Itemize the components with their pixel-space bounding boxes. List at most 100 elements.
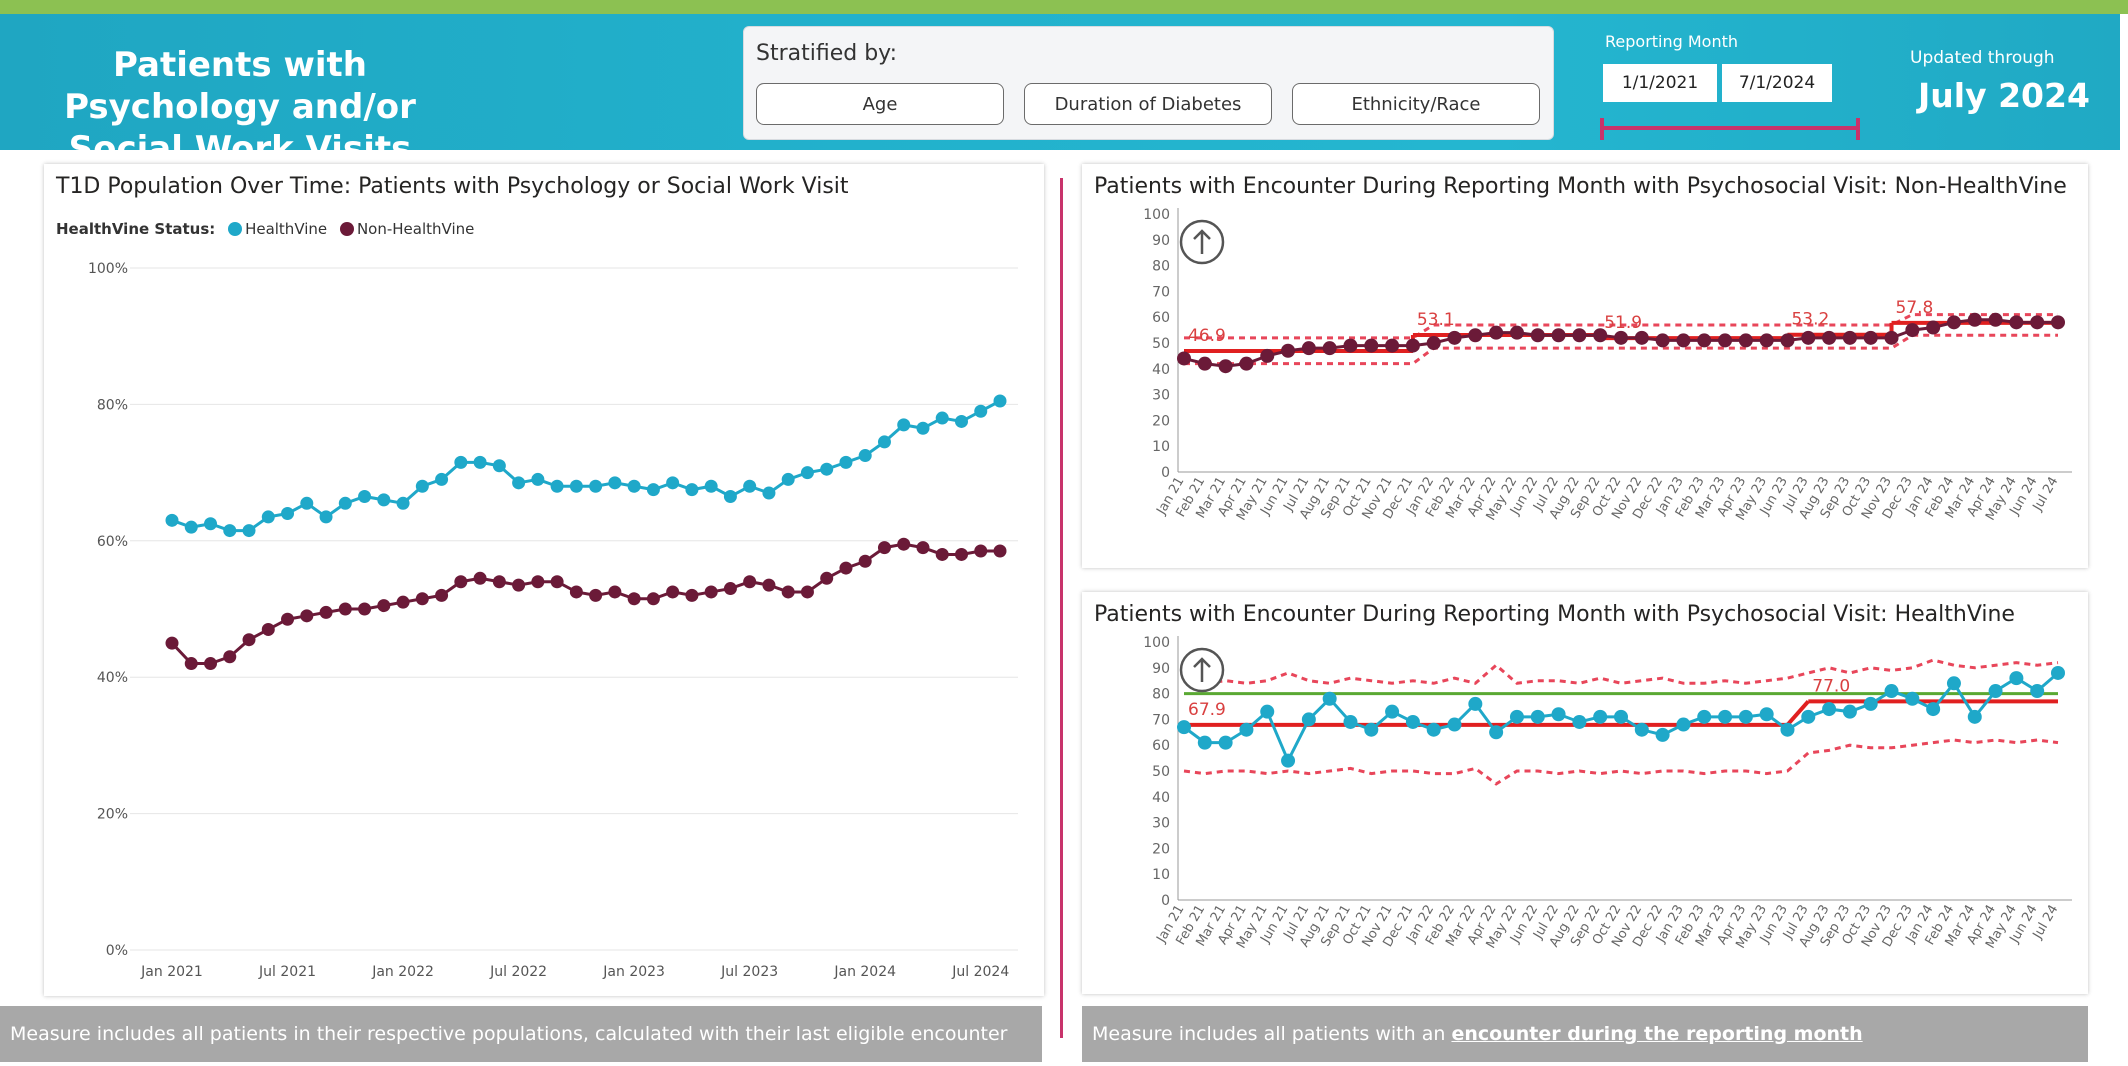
- data-point: [1447, 330, 1462, 345]
- data-point: [877, 435, 891, 449]
- data-point: [338, 602, 352, 616]
- data-point: [1177, 351, 1191, 366]
- data-point: [589, 588, 603, 602]
- data-point: [1218, 735, 1233, 750]
- data-point: [358, 489, 372, 503]
- data-point: [800, 585, 814, 599]
- y-tick-label: 100: [1143, 207, 1170, 223]
- data-point: [1905, 691, 1920, 706]
- data-point: [377, 493, 391, 507]
- data-point: [1405, 714, 1420, 729]
- data-point: [666, 476, 680, 490]
- data-point: [435, 472, 449, 486]
- data-point: [1489, 325, 1504, 340]
- y-tick-label: 20: [1152, 413, 1170, 429]
- data-point: [646, 483, 660, 497]
- slider-handle-end[interactable]: [1856, 118, 1860, 140]
- data-point: [1364, 722, 1379, 737]
- data-point: [646, 592, 660, 606]
- data-point: [743, 575, 757, 589]
- y-tick-label: 0: [1161, 465, 1170, 481]
- right-footer-link[interactable]: encounter during the reporting month: [1451, 1023, 1863, 1045]
- end-date-input[interactable]: 7/1/2024: [1722, 64, 1832, 102]
- data-point: [897, 537, 911, 551]
- data-point: [531, 575, 545, 589]
- data-point: [954, 547, 968, 561]
- center-value-label: 51.9: [1604, 313, 1642, 333]
- data-point: [1655, 333, 1670, 348]
- right-footer-text: Measure includes all patients with an: [1092, 1023, 1446, 1045]
- data-point: [165, 513, 179, 527]
- data-point: [1468, 328, 1483, 343]
- y-tick-label: 80%: [97, 397, 128, 413]
- data-point: [454, 575, 468, 589]
- data-point: [1301, 341, 1316, 356]
- data-point: [1468, 696, 1483, 711]
- data-point: [1614, 709, 1628, 724]
- x-tick-label: Jul 2023: [720, 964, 778, 980]
- data-point: [184, 657, 198, 671]
- data-point: [1218, 359, 1233, 374]
- legend-healthvine-label[interactable]: HealthVine: [245, 220, 328, 238]
- data-point: [281, 507, 295, 521]
- x-tick-label: Jul 2021: [258, 964, 316, 980]
- left-chart-panel: T1D Population Over Time: Patients with …: [44, 164, 1044, 996]
- y-tick-label: 40: [1152, 362, 1170, 378]
- y-tick-label: 30: [1152, 816, 1170, 832]
- data-point: [242, 633, 256, 647]
- data-point: [1385, 704, 1400, 719]
- slider-handle-start[interactable]: [1600, 118, 1604, 140]
- center-line-step: [1785, 700, 1810, 727]
- legend-non-healthvine-label[interactable]: Non-HealthVine: [356, 220, 475, 238]
- data-point: [261, 622, 275, 636]
- data-point: [1676, 333, 1691, 348]
- center-value-label: 57.8: [1896, 298, 1934, 318]
- y-tick-label: 60: [1152, 738, 1170, 754]
- data-point: [858, 449, 872, 463]
- data-point: [954, 414, 968, 428]
- strat-button-duration[interactable]: Duration of Diabetes: [1024, 83, 1272, 125]
- y-tick-label: 70: [1152, 712, 1170, 728]
- data-point: [666, 585, 680, 599]
- data-point: [974, 544, 988, 558]
- strat-button-age[interactable]: Age: [756, 83, 1004, 125]
- data-point: [1197, 356, 1212, 371]
- data-point: [1572, 328, 1587, 343]
- data-point: [1697, 709, 1712, 724]
- data-point: [1426, 336, 1441, 350]
- healthvine-spc-panel: Patients with Encounter During Reporting…: [1082, 592, 2088, 994]
- data-point: [608, 585, 622, 599]
- center-value-label: 67.9: [1188, 700, 1226, 720]
- reporting-month-label: Reporting Month: [1605, 32, 1739, 51]
- data-point: [338, 496, 352, 510]
- x-tick-label: Jan 2024: [833, 964, 896, 980]
- non-healthvine-chart-title: Patients with Encounter During Reporting…: [1094, 174, 2067, 199]
- data-point: [473, 571, 487, 585]
- data-point: [2009, 671, 2024, 686]
- data-point: [492, 575, 506, 589]
- left-footer-note: Measure includes all patients in their r…: [0, 1006, 1042, 1062]
- data-point: [2030, 684, 2045, 699]
- left-line-chart: 0% 20% 40% 60% 80% 100% Jan 2021 Jul 2021 Jan 20…: [88, 261, 1018, 980]
- data-point: [531, 472, 545, 486]
- top-accent-bar: [0, 0, 2128, 14]
- data-point: [2051, 315, 2065, 330]
- data-point: [300, 496, 314, 510]
- start-date-input[interactable]: 1/1/2021: [1603, 64, 1717, 102]
- data-point: [723, 489, 737, 503]
- data-point: [512, 476, 526, 490]
- data-point: [762, 578, 776, 592]
- data-point: [1718, 709, 1733, 724]
- data-point: [1759, 707, 1774, 722]
- data-point: [1905, 323, 1920, 338]
- data-point: [916, 421, 930, 435]
- data-point: [1364, 338, 1379, 353]
- data-point: [1780, 722, 1795, 737]
- y-tick-label: 100%: [88, 261, 128, 277]
- strat-button-ethnicity[interactable]: Ethnicity/Race: [1292, 83, 1540, 125]
- data-point: [704, 585, 718, 599]
- legend-non-healthvine-dot: [339, 222, 354, 236]
- data-point: [454, 455, 468, 469]
- date-range-slider[interactable]: [1602, 126, 1860, 130]
- data-point: [242, 524, 256, 538]
